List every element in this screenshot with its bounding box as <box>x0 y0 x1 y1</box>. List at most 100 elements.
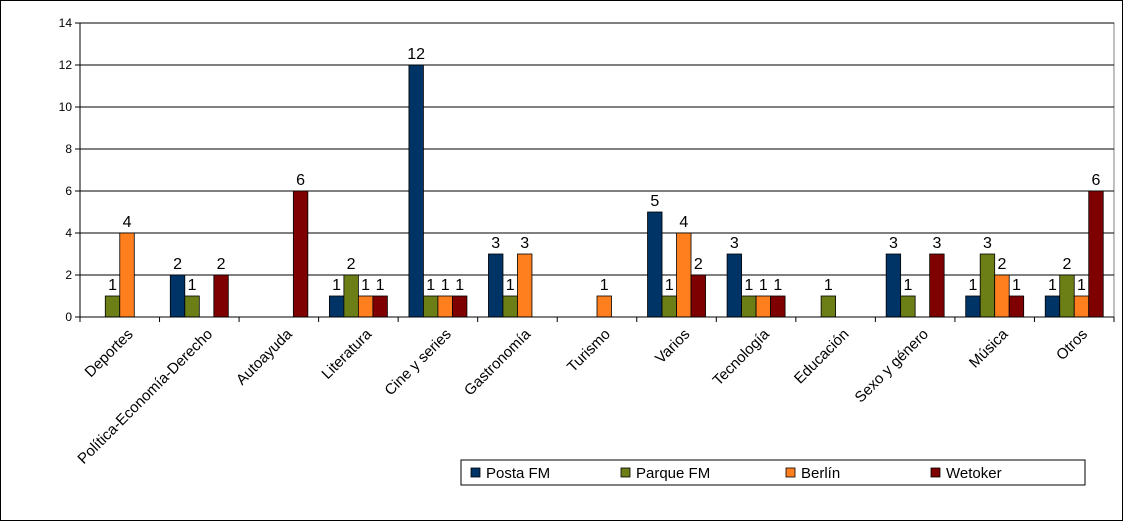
bar <box>661 295 677 318</box>
bar-value-label: 1 <box>1048 277 1057 294</box>
bar <box>647 211 663 318</box>
bar-value-label: 1 <box>759 277 768 294</box>
bar <box>885 253 902 318</box>
bar <box>517 253 533 318</box>
bar-value-label: 2 <box>217 256 226 273</box>
bar <box>676 232 692 318</box>
bar <box>755 295 771 318</box>
bar <box>979 253 996 318</box>
x-category-label: Sexo y género <box>852 326 932 406</box>
bar-value-label: 1 <box>665 277 674 294</box>
bar-value-label: 3 <box>983 235 992 252</box>
bar-value-label: 3 <box>491 235 500 252</box>
x-category-label: Educación <box>791 326 853 388</box>
bar <box>929 253 945 318</box>
bar <box>994 274 1010 318</box>
bar-value-label: 1 <box>773 277 782 294</box>
bar <box>213 274 229 318</box>
gridlines <box>79 22 1115 318</box>
bar <box>690 274 706 318</box>
x-category-label: Deportes <box>82 326 137 381</box>
bar <box>437 295 453 318</box>
bar-value-label: 1 <box>506 277 515 294</box>
bar <box>169 274 186 318</box>
bar <box>328 295 345 318</box>
bar-value-label: 4 <box>123 214 132 231</box>
legend-swatch <box>470 467 481 478</box>
bar <box>741 295 757 318</box>
y-tick-label: 12 <box>59 58 73 72</box>
bar-value-label: 1 <box>1077 277 1086 294</box>
bar <box>1088 190 1104 318</box>
bar <box>184 295 200 318</box>
x-category-label: Cine y series <box>381 326 454 399</box>
x-category-label: Otros <box>1053 326 1091 364</box>
bar-value-label: 1 <box>455 277 464 294</box>
x-category-label: Tecnología <box>710 325 774 389</box>
y-tick-label: 14 <box>59 16 73 30</box>
y-tick-label: 0 <box>65 310 72 324</box>
legend-swatch <box>930 467 941 478</box>
legend: Posta FM Parque FM Berlín Wetoker <box>460 459 1086 486</box>
bar-value-label: 1 <box>108 277 117 294</box>
bar <box>1044 295 1061 318</box>
bar-value-label: 3 <box>889 235 898 252</box>
x-category-label: Varios <box>652 326 693 367</box>
x-category-label: Autoayuda <box>233 325 296 388</box>
bar <box>820 295 837 318</box>
bar <box>1008 295 1025 318</box>
bar <box>408 64 424 318</box>
bar-value-label: 3 <box>730 235 739 252</box>
legend-label: Berlín <box>801 465 840 482</box>
bar-value-label: 2 <box>173 256 182 273</box>
x-category-label: Literatura <box>318 325 375 382</box>
bar-value-label: 3 <box>520 235 529 252</box>
bar <box>488 253 504 318</box>
bar <box>452 295 468 318</box>
bar-value-label: 1 <box>824 277 833 294</box>
bar <box>357 295 374 318</box>
bar-value-label: 1 <box>1012 277 1021 294</box>
bar-value-label: 5 <box>650 193 659 210</box>
bar-value-label: 6 <box>296 172 305 189</box>
x-category-label: Política-Economía-Derecho <box>74 326 216 468</box>
bar <box>965 295 981 318</box>
legend-label: Wetoker <box>946 465 1002 482</box>
y-tick-label: 4 <box>65 226 72 240</box>
bar <box>343 274 359 318</box>
y-tick-label: 8 <box>65 142 72 156</box>
bar-value-label: 3 <box>932 235 941 252</box>
bar-value-label: 1 <box>426 277 435 294</box>
bar-value-label: 1 <box>903 277 912 294</box>
y-tick-label: 6 <box>65 184 72 198</box>
bar-value-label: 1 <box>332 277 341 294</box>
y-tick-label: 10 <box>59 100 73 114</box>
bar <box>119 232 135 318</box>
bar-value-label: 1 <box>744 277 753 294</box>
bar <box>1059 274 1075 318</box>
bar-value-label: 6 <box>1092 172 1101 189</box>
legend-swatch <box>620 467 631 478</box>
axes: 02468101214DeportesPolítica-Economía-Der… <box>59 16 1115 468</box>
bar-value-label: 4 <box>679 214 688 231</box>
bar <box>423 295 439 318</box>
plot-area <box>79 22 1115 318</box>
x-category-label: Música <box>966 325 1012 371</box>
bars <box>104 64 1104 318</box>
bar-value-label: 2 <box>997 256 1006 273</box>
bar <box>104 295 121 318</box>
bar <box>1073 295 1090 318</box>
bar-value-label: 1 <box>361 277 370 294</box>
bar-value-label: 12 <box>407 46 425 63</box>
x-category-label: Gastronomía <box>461 325 535 399</box>
bar-value-label: 1 <box>600 277 609 294</box>
bar <box>726 253 742 318</box>
bar <box>596 295 612 318</box>
bar-value-label: 2 <box>1063 256 1072 273</box>
legend-swatch <box>785 467 796 478</box>
x-category-label: Turismo <box>564 326 614 376</box>
legend-label: Posta FM <box>486 465 550 482</box>
bar <box>770 295 786 318</box>
